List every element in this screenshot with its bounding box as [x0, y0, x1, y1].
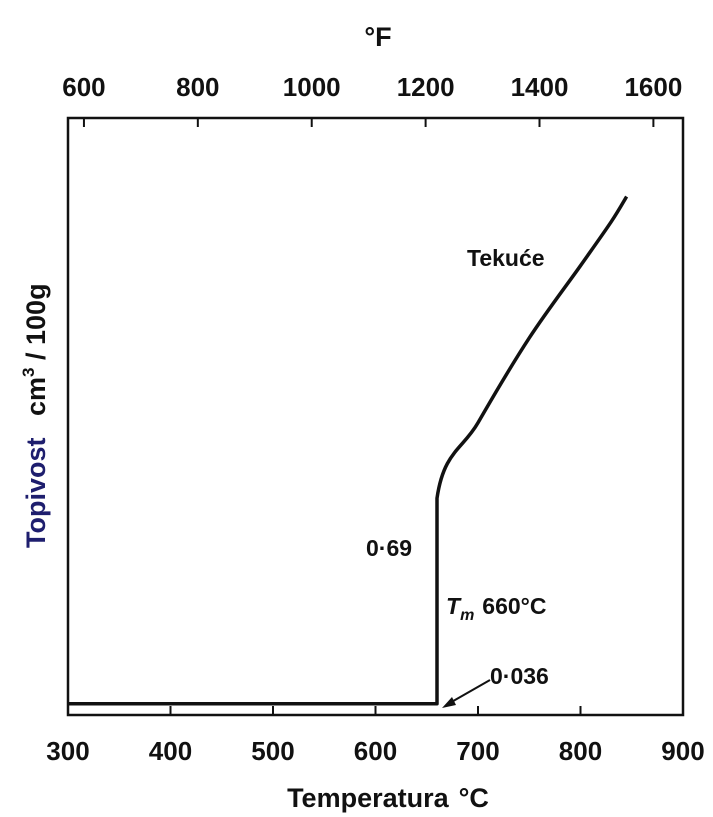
top-axis-ticks: 600 800 1000 1200 1400 1600	[62, 72, 682, 127]
solid-value-arrow-head	[442, 697, 456, 708]
bottom-tick-label: 500	[251, 736, 294, 766]
top-tick-label: 1000	[283, 72, 341, 102]
bottom-tick-label: 800	[559, 736, 602, 766]
solid-value-arrow-shaft	[447, 679, 491, 705]
solid-value-label: 0·036	[490, 663, 549, 689]
top-axis-title: °F	[364, 22, 391, 52]
y-axis-title-unit-sup: 3	[19, 367, 38, 376]
top-tick-label: 800	[176, 72, 219, 102]
bottom-tick-label: 400	[149, 736, 192, 766]
melting-point-value: 660°C	[482, 593, 546, 619]
bottom-tick-label: 300	[46, 736, 89, 766]
bottom-tick-label: 900	[661, 736, 704, 766]
top-tick-label: 1200	[397, 72, 455, 102]
melting-point-label: Tm 660°C	[446, 593, 546, 624]
top-tick-label: 1600	[624, 72, 682, 102]
bottom-axis-ticks: 300 400 500 600 700 800 900	[46, 706, 705, 766]
x-axis-title-main: Temperatura	[287, 783, 450, 813]
liquid-region-label: Tekuće	[467, 245, 545, 271]
bottom-tick-label: 700	[456, 736, 499, 766]
melting-point-symbol: T	[446, 593, 462, 619]
y-axis-title: Topivost cm3 / 100g	[19, 283, 51, 548]
solubility-curve	[68, 195, 629, 706]
x-axis-title: Temperatura °C	[287, 783, 489, 813]
melting-point-subscript: m	[460, 607, 474, 624]
x-axis-title-unit: °C	[459, 783, 489, 813]
y-axis-title-unit: cm	[21, 377, 51, 416]
bottom-tick-label: 600	[354, 736, 397, 766]
plot-frame	[66, 116, 685, 717]
top-tick-label: 600	[62, 72, 105, 102]
y-axis-title-main: Topivost	[21, 437, 51, 548]
jump-value-label: 0·69	[366, 535, 412, 561]
y-axis-title-unit-rest: / 100g	[21, 283, 51, 367]
top-tick-label: 1400	[511, 72, 569, 102]
